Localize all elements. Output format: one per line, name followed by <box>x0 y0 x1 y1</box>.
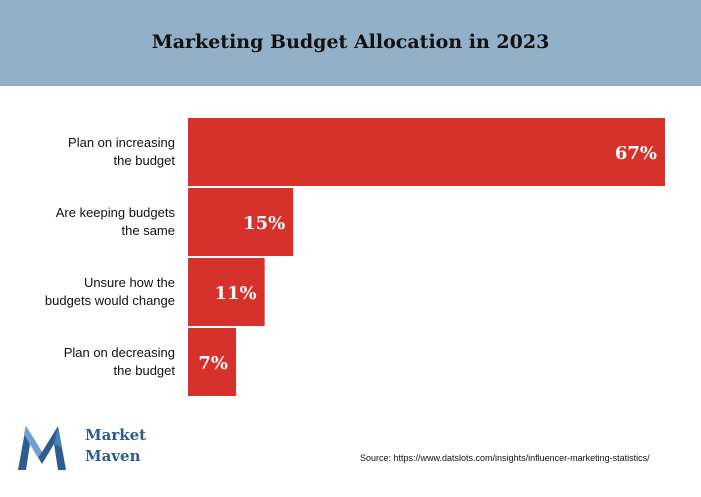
data-label-2: 11% <box>214 283 256 304</box>
category-label-1: Are keeping budgets the same <box>56 205 176 238</box>
category-label-0: Plan on increasing the budget <box>68 135 175 168</box>
data-label-3: 7% <box>198 353 228 374</box>
bar-0 <box>186 116 667 188</box>
category-label-2: Unsure how the budgets would change <box>45 275 175 308</box>
bar-3 <box>186 326 239 398</box>
data-label-1: 15% <box>243 213 285 234</box>
title-banner <box>0 0 701 86</box>
bar-2 <box>186 256 267 328</box>
chart-title: Marketing Budget Allocation in 2023 <box>151 31 550 53</box>
logo-text-market: Market <box>85 426 147 444</box>
category-label-3: Plan on decreasing the budget <box>64 345 176 378</box>
brand-logo: Market Maven <box>16 418 156 478</box>
logo-text-maven: Maven <box>85 447 141 465</box>
data-label-0: 67% <box>615 143 657 164</box>
source-note: Source: https://www.datslots.com/insight… <box>360 453 650 463</box>
m-logo-icon <box>18 426 66 470</box>
